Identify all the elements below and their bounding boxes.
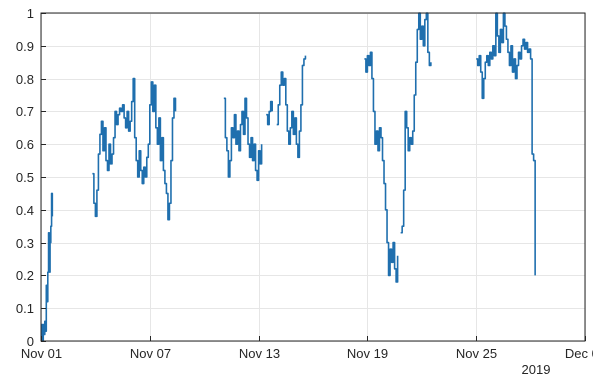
y-tick-label: 0.9 bbox=[16, 39, 34, 54]
x-tick-label: Nov 01 bbox=[21, 346, 62, 361]
y-tick-label: 0.3 bbox=[16, 236, 34, 251]
y-tick-label: 0.7 bbox=[16, 104, 34, 119]
y-tick-label: 1 bbox=[27, 6, 34, 21]
y-tick-label: 0.4 bbox=[16, 203, 34, 218]
x-tick-label: Nov 13 bbox=[239, 346, 280, 361]
x-axis-year-label: 2019 bbox=[522, 362, 551, 377]
y-tick-label: 0 bbox=[27, 334, 34, 349]
y-tick-label: 0.5 bbox=[16, 170, 34, 185]
series-layer bbox=[40, 12, 536, 342]
grid-layer bbox=[41, 13, 586, 342]
x-tick-label: Dec 01 bbox=[565, 346, 593, 361]
series-line-segment bbox=[40, 192, 54, 342]
series-line-segment bbox=[364, 51, 399, 283]
tick-layer: Nov 01 Nov 07 Nov 13 Nov 19 Nov 25 Dec 01 0 0.1… bbox=[16, 6, 593, 361]
series-line-segment bbox=[476, 12, 536, 276]
series-line-segment bbox=[400, 12, 432, 234]
series-line-segment bbox=[276, 55, 307, 159]
series-line-segment bbox=[266, 100, 273, 126]
y-tick-label: 0.6 bbox=[16, 137, 34, 152]
series-line-segment bbox=[223, 97, 263, 182]
x-tick-label: Nov 25 bbox=[456, 346, 497, 361]
y-tick-label: 0.2 bbox=[16, 268, 34, 283]
x-tick-label: Nov 07 bbox=[130, 346, 171, 361]
series-line-segment bbox=[92, 77, 177, 221]
y-tick-label: 0.1 bbox=[16, 301, 34, 316]
x-tick-label: Nov 19 bbox=[347, 346, 388, 361]
y-tick-label: 0.8 bbox=[16, 72, 34, 87]
